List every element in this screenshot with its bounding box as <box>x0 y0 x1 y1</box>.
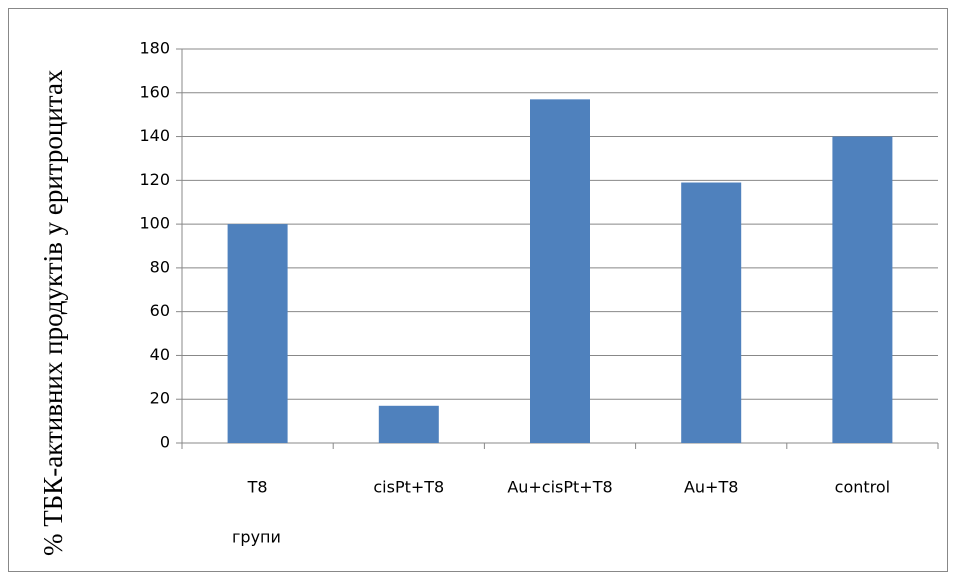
bar <box>227 224 288 443</box>
x-tick-label: T8 <box>247 478 268 497</box>
y-tick-label: 160 <box>139 82 170 101</box>
chart-frame <box>8 8 948 572</box>
x-tick-label: control <box>835 478 890 497</box>
y-tick-label: 80 <box>150 257 170 276</box>
y-axis-label: % ТБК-активних продуктів у еритроцитах <box>38 69 68 556</box>
y-tick-label: 60 <box>150 301 170 320</box>
y-tick-label: 0 <box>160 433 170 452</box>
x-axis-label: групи <box>232 528 281 547</box>
y-tick-label: 100 <box>139 214 170 233</box>
y-tick-label: 40 <box>150 345 170 364</box>
x-tick-label: cisPt+T8 <box>373 478 444 497</box>
y-tick-label: 20 <box>150 389 170 408</box>
x-tick-label: Au+T8 <box>684 478 738 497</box>
y-tick-label: 180 <box>139 39 170 58</box>
y-tick-label: 140 <box>139 126 170 145</box>
y-tick-label: 120 <box>139 170 170 189</box>
bar <box>832 136 893 444</box>
bar <box>681 182 742 443</box>
bar <box>530 99 590 443</box>
bar <box>378 405 439 443</box>
x-tick-label: Au+cisPt+T8 <box>507 478 612 497</box>
